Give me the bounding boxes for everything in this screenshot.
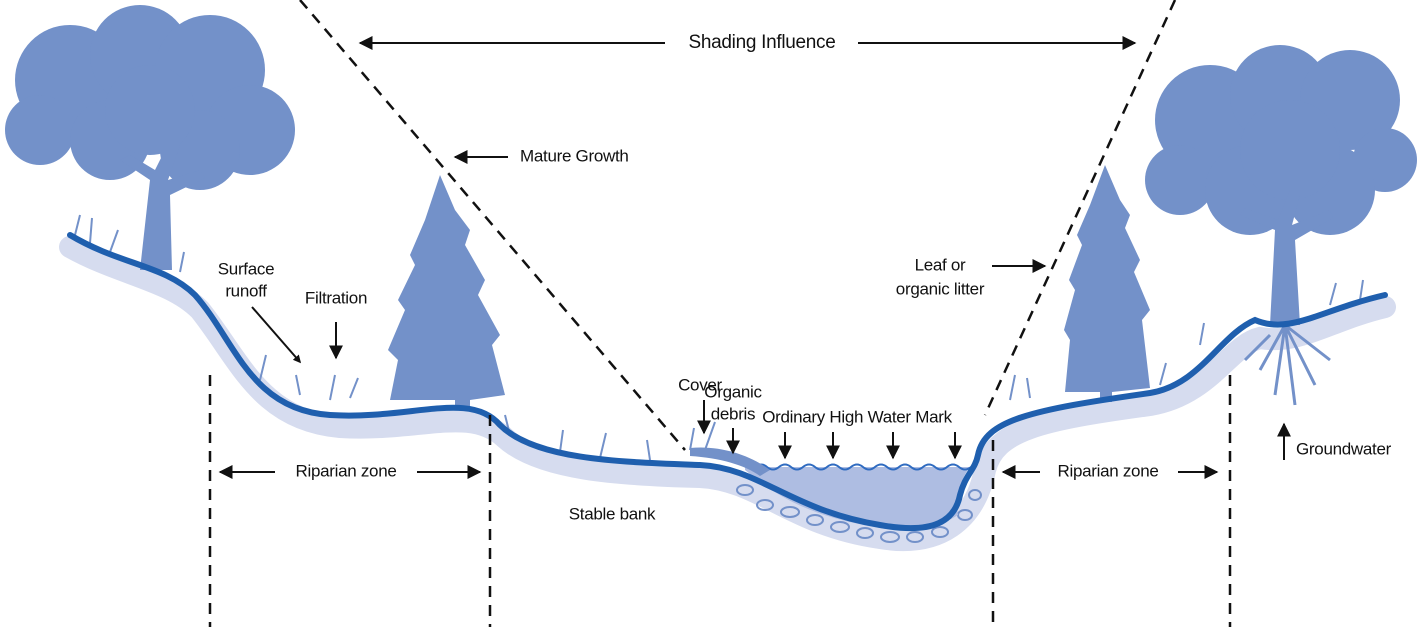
deciduous-tree-right: [1243, 323, 1331, 406]
pebbles: [830, 521, 850, 533]
shading-boundary: [299, 0, 686, 451]
ground-line: [67, 232, 1388, 532]
deciduous-tree-right: [1145, 145, 1215, 215]
label-riparian-zone: Riparian zone: [296, 461, 397, 480]
label-filtration: Filtration: [305, 288, 367, 307]
shading-boundary: [983, 0, 1177, 416]
deciduous-tree-left: [5, 95, 75, 165]
label-leaf-litter: organic litter: [896, 279, 985, 298]
label-mature-growth: Mature Growth: [520, 146, 629, 165]
label-organic-debris: Organic: [704, 382, 762, 401]
label-ohwm: Ordinary High Water Mark: [762, 407, 952, 426]
ground-shadow: [59, 236, 1396, 551]
label-leaf-litter: Leaf or: [915, 255, 966, 274]
deciduous-tree-left: [120, 140, 205, 270]
deciduous-tree-right: [1145, 45, 1417, 406]
conifer-left: [388, 175, 505, 410]
pebbles: [856, 527, 874, 539]
arrows: [218, 36, 1291, 479]
water: [745, 467, 970, 530]
pebbles: [968, 489, 982, 501]
water-surface: [754, 463, 972, 471]
deciduous-tree-left: [5, 5, 295, 270]
label-groundwater: Groundwater: [1296, 439, 1392, 458]
pebbles: [736, 484, 982, 543]
label-riparian-zone: Riparian zone: [1058, 461, 1159, 480]
organic-debris-log: [690, 447, 770, 476]
pebbles: [806, 514, 824, 526]
pebbles: [906, 531, 924, 543]
label-surface-runoff: runoff: [225, 281, 267, 300]
pebbles: [756, 499, 774, 511]
pebbles: [780, 506, 800, 518]
arrows: [251, 306, 302, 364]
conifer-right: [1064, 165, 1150, 402]
label-surface-runoff: Surface: [218, 259, 275, 278]
pebbles: [736, 484, 754, 496]
pebbles: [880, 531, 900, 543]
pebbles: [931, 526, 949, 538]
label-cover: Cover: [678, 375, 722, 394]
grass: [74, 214, 1364, 461]
deciduous-tree-left: [105, 65, 195, 155]
deciduous-tree-right: [1240, 100, 1340, 200]
label-stable-bank: Stable bank: [569, 504, 656, 523]
label-organic-debris: debris: [711, 404, 756, 423]
label-shading: Shading Influence: [688, 32, 835, 53]
deciduous-tree-right: [1240, 190, 1333, 325]
